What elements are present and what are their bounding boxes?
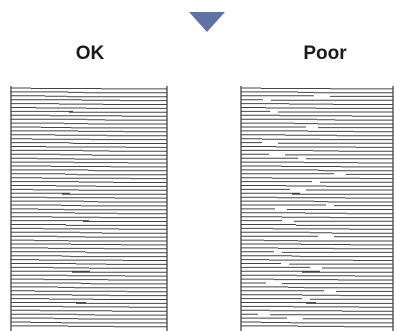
ok-line-pattern — [10, 86, 168, 331]
poor-line-pattern — [240, 86, 394, 331]
triangle-down-icon — [189, 12, 225, 32]
poor-label: Poor — [303, 43, 347, 64]
ok-label: OK — [75, 43, 105, 64]
